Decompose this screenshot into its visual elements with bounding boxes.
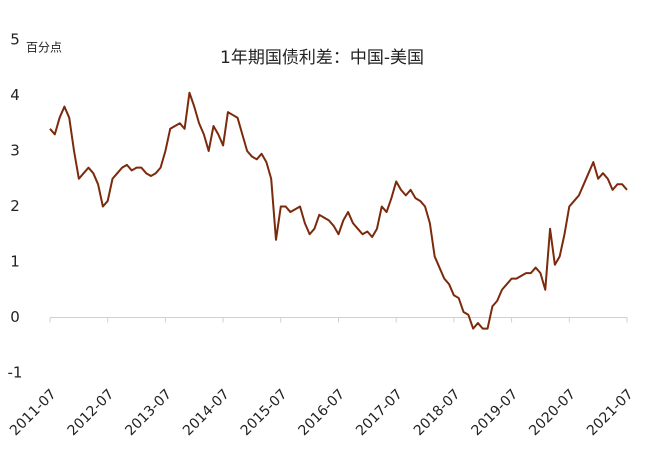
x-tick-label: 2019-07 (469, 386, 522, 439)
y-tick-label: 0 (10, 308, 20, 326)
y-tick-label: 3 (10, 142, 20, 160)
data-line (49, 91, 628, 330)
y-tick-label: 4 (10, 86, 20, 104)
y-tick-label: -1 (8, 364, 23, 382)
x-tick-label: 2013-07 (122, 386, 175, 439)
x-tick-label: 2016-07 (295, 386, 348, 439)
chart-title: 1年期国债利差：中国-美国 (220, 48, 424, 68)
x-tick-label: 2015-07 (238, 386, 291, 439)
x-tick-label: 2018-07 (411, 386, 464, 439)
x-tick-label: 2020-07 (526, 386, 579, 439)
y-tick-label: 1 (10, 253, 20, 271)
x-tick-label: 2011-07 (7, 386, 60, 439)
x-tick-label: 2021-07 (584, 386, 637, 439)
x-tick-label: 2012-07 (65, 386, 118, 439)
y-unit: 百分点 (26, 41, 62, 55)
y-tick-label: 5 (10, 31, 20, 49)
y-tick-label: 2 (10, 197, 20, 215)
x-tick-label: 2017-07 (353, 386, 406, 439)
x-tick-label: 2014-07 (180, 386, 233, 439)
